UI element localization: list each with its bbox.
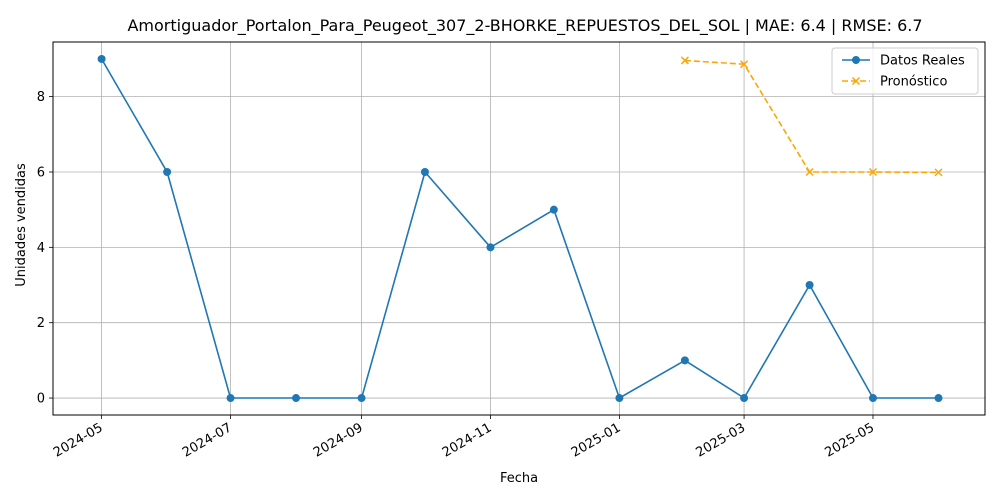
- data-point-stroke: [680, 56, 689, 65]
- series-line: [100, 58, 939, 399]
- data-point: [420, 167, 429, 176]
- series-layer: [97, 54, 943, 403]
- data-point: [549, 205, 558, 214]
- data-point-stroke: [934, 168, 943, 177]
- data-point-stroke: [851, 76, 861, 86]
- data-point: [680, 356, 689, 365]
- y-tick-label: 8: [37, 90, 45, 105]
- plot-frame: [52, 41, 986, 416]
- legend-item: Pronóstico: [842, 75, 947, 90]
- y-tick-label: 0: [37, 392, 45, 407]
- data-point: [934, 168, 943, 177]
- data-point: [97, 54, 106, 63]
- data-point-stroke: [740, 60, 749, 69]
- y-tick-label: 6: [37, 165, 45, 180]
- data-point: [615, 394, 624, 403]
- data-point: [680, 56, 689, 65]
- data-point: [868, 167, 878, 177]
- data-point: [292, 394, 301, 403]
- legend-label: Pronóstico: [880, 75, 947, 90]
- data-point: [868, 394, 877, 403]
- data-point: [851, 76, 861, 86]
- data-point: [226, 394, 235, 403]
- data-point: [163, 167, 172, 176]
- legend: Datos Reales Pronóstico: [831, 47, 979, 95]
- grid: [53, 42, 985, 415]
- data-point-stroke: [868, 167, 878, 177]
- data-point: [805, 167, 814, 177]
- series: [97, 54, 943, 403]
- legend-item: Datos Reales: [842, 54, 965, 69]
- x-axis-title: Fecha: [500, 471, 538, 486]
- data-point: [357, 394, 366, 403]
- y-axis-title: Unidades vendidas: [14, 163, 29, 287]
- data-point: [486, 243, 495, 252]
- y-tick-label: 4: [37, 241, 45, 256]
- y-axis: 0 2 4 6 8: [37, 90, 53, 407]
- data-point-stroke: [805, 167, 814, 177]
- data-point: [740, 394, 749, 403]
- data-point: [805, 281, 814, 290]
- legend-label: Datos Reales: [880, 54, 965, 69]
- chart-title: Amortiguador_Portalon_Para_Peugeot_307_2…: [127, 16, 922, 36]
- data-point: [852, 56, 860, 64]
- data-point: [934, 394, 943, 403]
- y-tick-label: 2: [37, 316, 45, 331]
- data-point: [740, 60, 749, 69]
- series: [680, 56, 943, 177]
